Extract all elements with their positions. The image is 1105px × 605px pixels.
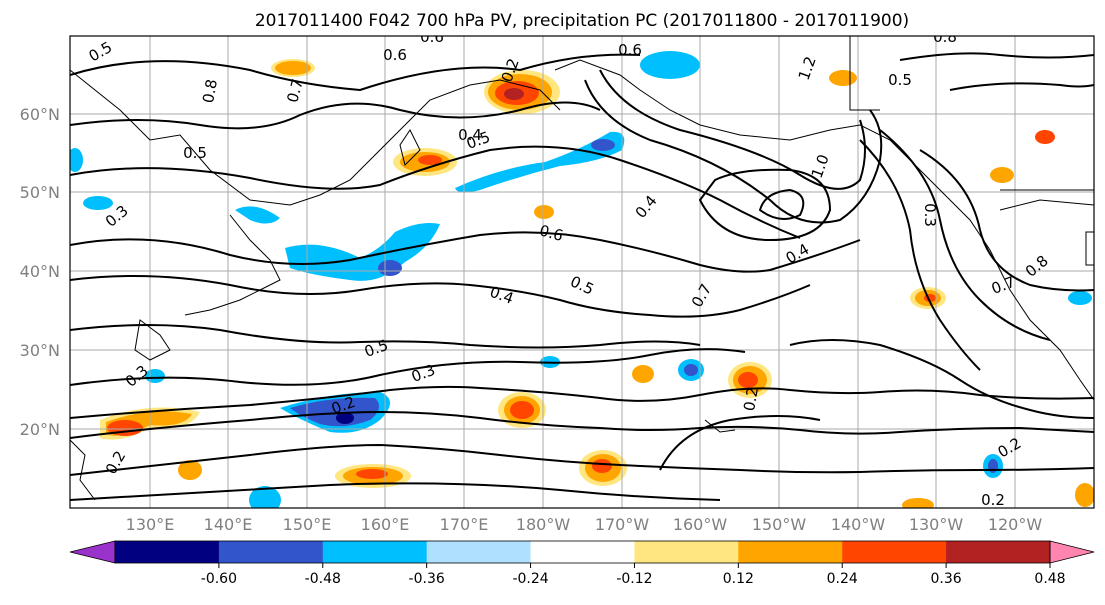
contour-label: 0.4 <box>458 126 482 144</box>
longitude-label: 180°W <box>516 515 571 534</box>
contour-label: 0.2 <box>740 386 762 413</box>
colorbar-swatch <box>426 541 532 563</box>
colorbar-swatch <box>946 541 1051 563</box>
contour-label: 0.6 <box>618 41 642 59</box>
colorbar-swatch <box>530 541 635 563</box>
contour-label: 0.5 <box>183 144 207 162</box>
contour-label: 0.5 <box>888 71 912 89</box>
longitude-label: 120°W <box>988 515 1043 534</box>
contour-label: 0.6 <box>383 46 407 64</box>
colorbar-tick-label: -0.24 <box>512 571 548 587</box>
precip-blob-east-orange-1 <box>335 464 411 488</box>
colorbar-max-extension <box>1049 540 1095 564</box>
longitude-label: 140°E <box>204 515 253 534</box>
contour-label: 0.6 <box>537 221 565 245</box>
map-panel <box>70 36 1094 508</box>
colorbar-frame <box>114 540 1051 564</box>
figure-title: 2017011400 F042 700 hPa PV, precipitatio… <box>255 11 909 31</box>
pv-contours <box>70 52 1094 501</box>
latitude-label: 40°N <box>20 262 60 281</box>
latitude-label: 20°N <box>20 420 60 439</box>
colorbar-swatch <box>322 541 428 563</box>
longitude-label: 150°W <box>752 515 807 534</box>
precip-blob-north-orange <box>271 59 315 77</box>
latitude-label: 60°N <box>20 105 60 124</box>
colorbar-swatch <box>634 541 739 563</box>
longitude-label: 140°W <box>831 515 886 534</box>
precip-blob-central-orange-2 <box>579 450 627 486</box>
longitude-label: 160°W <box>673 515 728 534</box>
colorbar-swatch <box>842 541 947 563</box>
colorbar-swatch <box>115 541 220 563</box>
contour-label: 0.2 <box>981 491 1005 509</box>
latitude-labels: 60°N 50°N 40°N 30°N 20°N <box>20 105 60 439</box>
latitude-label: 30°N <box>20 341 60 360</box>
colorbar-tick-label: -0.60 <box>201 571 237 587</box>
colorbar-tick-label: 0.12 <box>723 571 754 587</box>
precip-blob-japan-blue <box>235 206 440 281</box>
map-frame <box>69 35 1095 509</box>
colorbar-tick-label: -0.12 <box>616 571 652 587</box>
colorbar-tick-label: 0.24 <box>827 571 858 587</box>
precip-blob-central-red <box>498 392 546 428</box>
contour-label: 0.8 <box>199 78 221 105</box>
contour-label: 0.3 <box>921 203 939 227</box>
colorbar-min-extension <box>69 540 116 564</box>
coastlines <box>70 36 1094 501</box>
contour-label: 0.8 <box>933 28 957 46</box>
contour-label: 0.7 <box>283 77 307 105</box>
longitude-label: 150°E <box>283 515 332 534</box>
longitude-label: 160°E <box>361 515 410 534</box>
precip-blob-west-edge-blue <box>70 148 113 210</box>
longitude-label: 170°E <box>440 515 489 534</box>
colorbar-tick-label: -0.36 <box>409 571 445 587</box>
colorbar-swatch <box>218 541 324 563</box>
precip-blob-kamchatka-red <box>484 70 560 114</box>
longitude-labels: 130°E 140°E 150°E 160°E 170°E 180°W 170°W 160°W… <box>126 515 1043 534</box>
colorbar-tick-label: 0.48 <box>1034 571 1065 587</box>
contour-label: 0.6 <box>420 28 444 46</box>
colorbar-tick-label: 0.36 <box>931 571 962 587</box>
colorbar: -0.60 -0.48 -0.36 -0.24 -0.12 0.12 0.24 0.36 0.4… <box>69 540 1095 587</box>
lat-lon-grid <box>70 36 1094 508</box>
longitude-label: 130°W <box>909 515 964 534</box>
precip-blob-bering-blue <box>455 131 625 193</box>
longitude-label: 130°E <box>126 515 175 534</box>
latitude-label: 50°N <box>20 183 60 202</box>
colorbar-tick-label: -0.48 <box>305 571 341 587</box>
longitude-label: 170°W <box>595 515 650 534</box>
colorbar-swatch <box>738 541 843 563</box>
precip-blob-alaska-blue <box>640 51 700 79</box>
